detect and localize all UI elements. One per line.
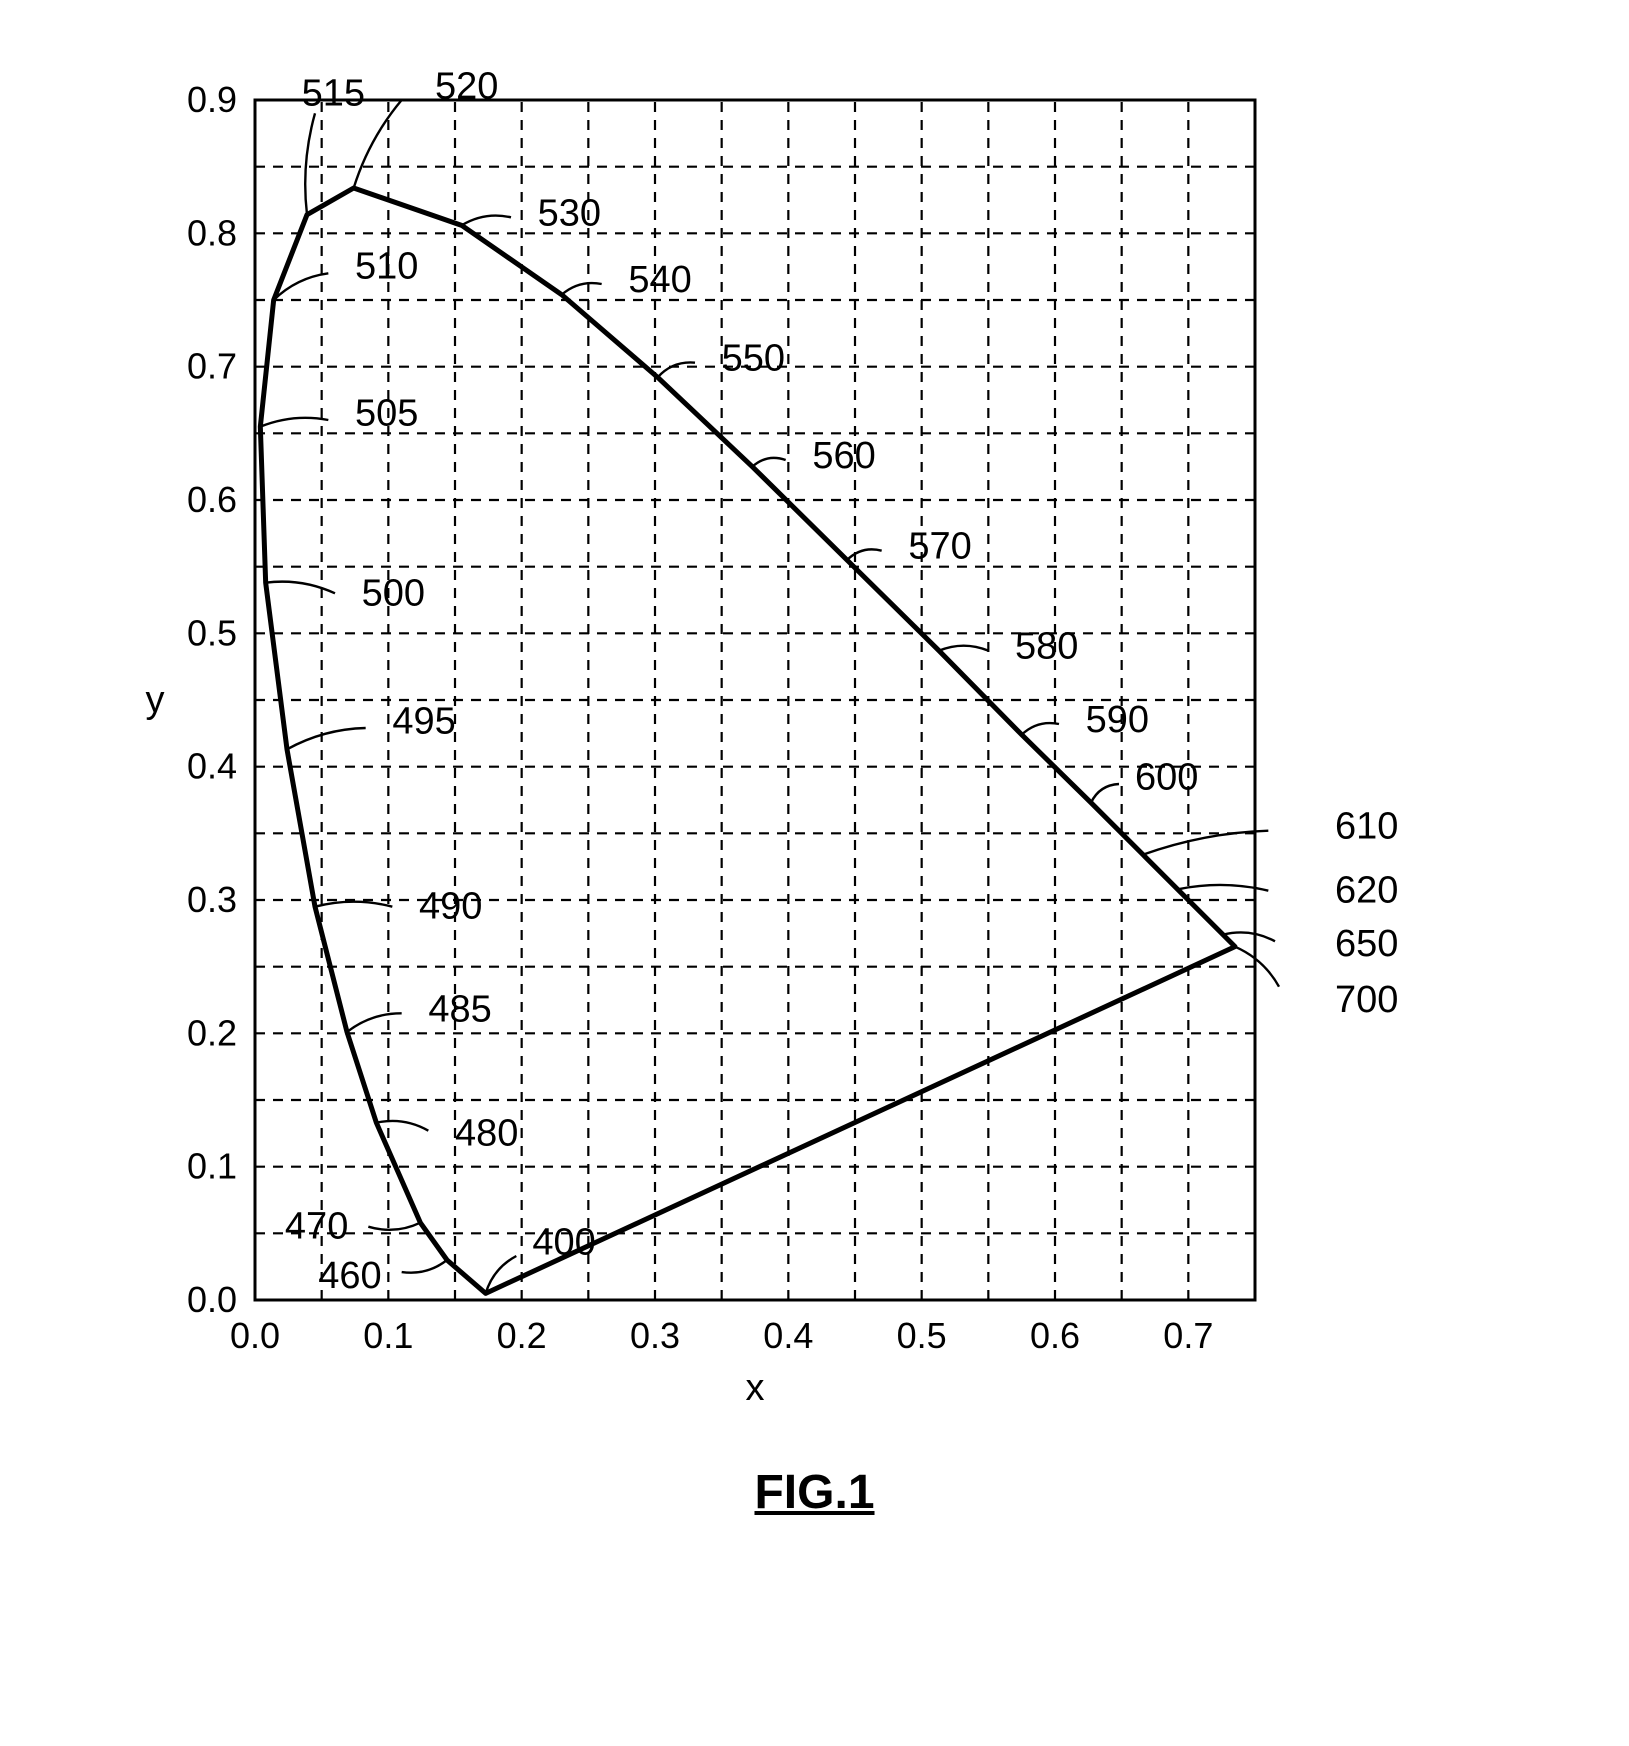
x-tick-label: 0.7	[1163, 1315, 1213, 1356]
y-tick-label: 0.7	[186, 346, 236, 387]
y-tick-label: 0.0	[186, 1279, 236, 1320]
x-tick-label: 0.5	[896, 1315, 946, 1356]
wavelength-label: 480	[455, 1112, 518, 1154]
wavelength-label: 600	[1135, 756, 1198, 798]
wavelength-label: 495	[392, 700, 455, 742]
x-tick-label: 0.2	[496, 1315, 546, 1356]
wavelength-label: 650	[1335, 923, 1398, 965]
wavelength-label: 460	[318, 1255, 381, 1297]
wavelength-label: 590	[1085, 699, 1148, 741]
x-tick-label: 0.1	[363, 1315, 413, 1356]
wavelength-label: 505	[355, 392, 418, 434]
wavelength-label: 620	[1335, 870, 1398, 912]
wavelength-label: 500	[361, 572, 424, 614]
y-tick-label: 0.4	[186, 746, 236, 787]
wavelength-label: 530	[537, 192, 600, 234]
wavelength-label: 550	[721, 338, 784, 380]
y-tick-label: 0.6	[186, 479, 236, 520]
wavelength-label: 470	[284, 1206, 347, 1248]
wavelength-label: 560	[812, 435, 875, 477]
wavelength-label: 400	[532, 1222, 595, 1264]
y-axis-label: y	[145, 679, 164, 721]
wavelength-label: 700	[1335, 979, 1398, 1021]
y-tick-label: 0.1	[186, 1146, 236, 1187]
x-tick-label: 0.4	[763, 1315, 813, 1356]
wavelength-label: 515	[301, 72, 364, 114]
wavelength-label: 580	[1015, 626, 1078, 668]
wavelength-label: 570	[908, 526, 971, 568]
x-tick-label: 0.0	[229, 1315, 279, 1356]
wavelength-label: 485	[428, 988, 491, 1030]
y-tick-label: 0.5	[186, 612, 236, 653]
x-axis-label: x	[745, 1367, 764, 1409]
figure-label: FIG.1	[754, 1466, 874, 1519]
wavelength-label: 520	[435, 66, 498, 108]
y-tick-label: 0.2	[186, 1012, 236, 1053]
y-tick-label: 0.3	[186, 879, 236, 920]
wavelength-label: 610	[1335, 806, 1398, 848]
y-tick-label: 0.8	[186, 212, 236, 253]
figure-caption: FIG.1	[115, 1465, 1515, 1520]
x-tick-label: 0.3	[629, 1315, 679, 1356]
wavelength-label: 490	[419, 886, 482, 928]
wavelength-label: 510	[355, 246, 418, 288]
chart-svg: 0.0 0.1 0.2 0.3 0.4 0.5 0.6 0.7 0.0 0.1 0.2 0.3 0.4 0…	[115, 40, 1515, 1420]
x-tick-label: 0.6	[1029, 1315, 1079, 1356]
y-tick-label: 0.9	[186, 79, 236, 120]
chromaticity-chart: 0.0 0.1 0.2 0.3 0.4 0.5 0.6 0.7 0.0 0.1 0.2 0.3 0.4 0…	[115, 40, 1515, 1520]
wavelength-label: 540	[628, 259, 691, 301]
